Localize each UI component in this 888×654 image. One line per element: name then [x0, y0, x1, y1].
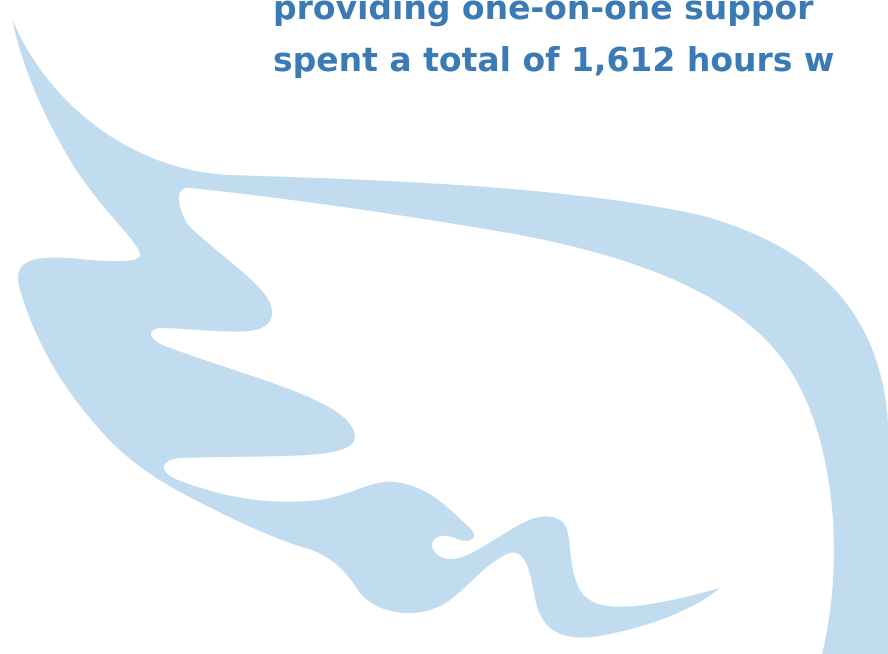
headline-line-2: spent a total of 1,612 hours w: [273, 40, 835, 79]
headline-line-1: providing one-on-one suppor: [273, 0, 814, 27]
wing-shape: [12, 18, 888, 654]
headline-text: providing one-on-one suppor spent a tota…: [273, 0, 888, 86]
